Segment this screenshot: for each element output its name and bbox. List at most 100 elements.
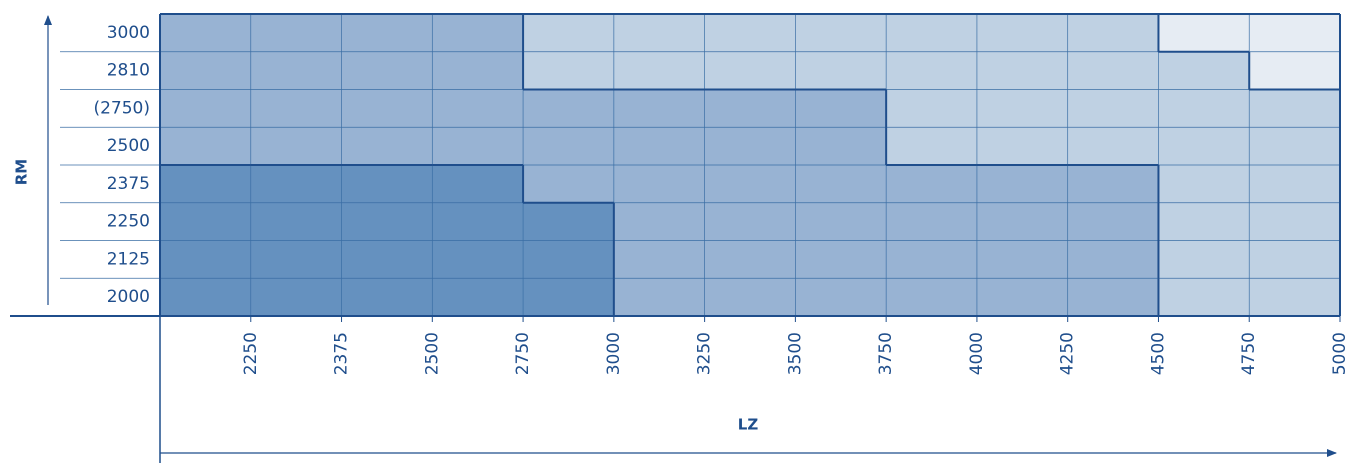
zone-cell [432,14,524,53]
zone-cell [250,278,343,317]
zone-cell [795,14,887,53]
zone-cell [523,202,615,241]
zone-cell [795,127,887,166]
column-label: 5000 [1330,332,1345,375]
zone-cell [432,278,524,317]
column-label: 3000 [604,332,624,375]
zone-cell [1249,51,1341,90]
zone-cell [1158,51,1250,90]
row-label: 2000 [107,287,150,307]
zone-cell [250,14,343,53]
zone-cell [1067,51,1159,90]
zone-cell [704,240,796,279]
zone-cell [886,240,978,279]
zone-cell [341,89,433,128]
column-label: 4000 [967,332,987,375]
column-label: 3250 [695,332,715,375]
zone-cell [1158,127,1250,166]
zone-cell [886,14,978,53]
zone-cell [250,51,343,90]
zone-cell [432,127,524,166]
zone-cell [1067,202,1159,241]
zone-cell [523,51,615,90]
column-label: 4250 [1058,332,1078,375]
zone-cell [976,14,1069,53]
zone-cell [250,89,343,128]
zone-cell [1158,14,1250,53]
zone-cell [1158,202,1250,241]
y-axis-label: RM [13,159,31,185]
zone-cell [250,165,343,204]
zone-cell [1067,240,1159,279]
zone-cell [341,14,433,53]
zone-cell [704,89,796,128]
zone-cell [704,14,796,53]
column-label: 2750 [513,332,533,375]
zone-cell [886,127,978,166]
zone-cell [341,51,433,90]
zone-cell [886,89,978,128]
zone-cell [886,202,978,241]
zone-cell [976,202,1069,241]
row-label: 2810 [107,61,150,81]
zone-cell [704,202,796,241]
zone-cell [160,14,252,53]
zone-cell [1249,278,1341,317]
zone-cell [1249,14,1341,53]
zone-cell [523,14,615,53]
zone-cell [160,127,252,166]
zone-cell [1067,89,1159,128]
zone-cell [250,202,343,241]
zone-cell [613,51,706,90]
zone-cell [1158,165,1250,204]
zone-cell [613,89,706,128]
zone-cell [341,202,433,241]
zone-cell [613,127,706,166]
zone-cell [1249,165,1341,204]
zone-cell [160,278,252,317]
zone-cell [1067,14,1159,53]
row-label: 3000 [107,23,150,43]
x-axis-label: LZ [738,416,759,434]
column-label: 2500 [422,332,442,375]
column-label: 3750 [876,332,896,375]
row-label: 2500 [107,136,150,156]
zone-cell [432,202,524,241]
zone-cell [795,51,887,90]
zone-cell [795,240,887,279]
zone-cell [976,165,1069,204]
zone-cell [432,89,524,128]
column-label: 2375 [332,332,352,375]
zone-cell [341,240,433,279]
zone-cell [613,165,706,204]
zone-cell [976,51,1069,90]
column-label: 3500 [785,332,805,375]
zone-cell [1067,165,1159,204]
zone-cell [886,51,978,90]
zone-cell [523,165,615,204]
zone-cell [160,202,252,241]
zone-cell [1249,240,1341,279]
row-label: 2375 [107,174,150,194]
zone-cell [341,278,433,317]
zone-cell [341,165,433,204]
zone-cell [976,127,1069,166]
zone-cell [160,165,252,204]
zone-cell [523,278,615,317]
zone-cell [795,202,887,241]
row-label: 2250 [107,212,150,232]
zone-cell [250,240,343,279]
zone-cell [704,278,796,317]
zone-cell [976,240,1069,279]
zone-cell [523,89,615,128]
zone-cell [1158,240,1250,279]
zone-cell [1158,278,1250,317]
zone-cell [886,165,978,204]
zone-cell [1249,202,1341,241]
zone-cell [341,127,433,166]
zone-cell [1067,127,1159,166]
zone-cell [976,278,1069,317]
zone-cell [704,51,796,90]
zone-cell [795,89,887,128]
